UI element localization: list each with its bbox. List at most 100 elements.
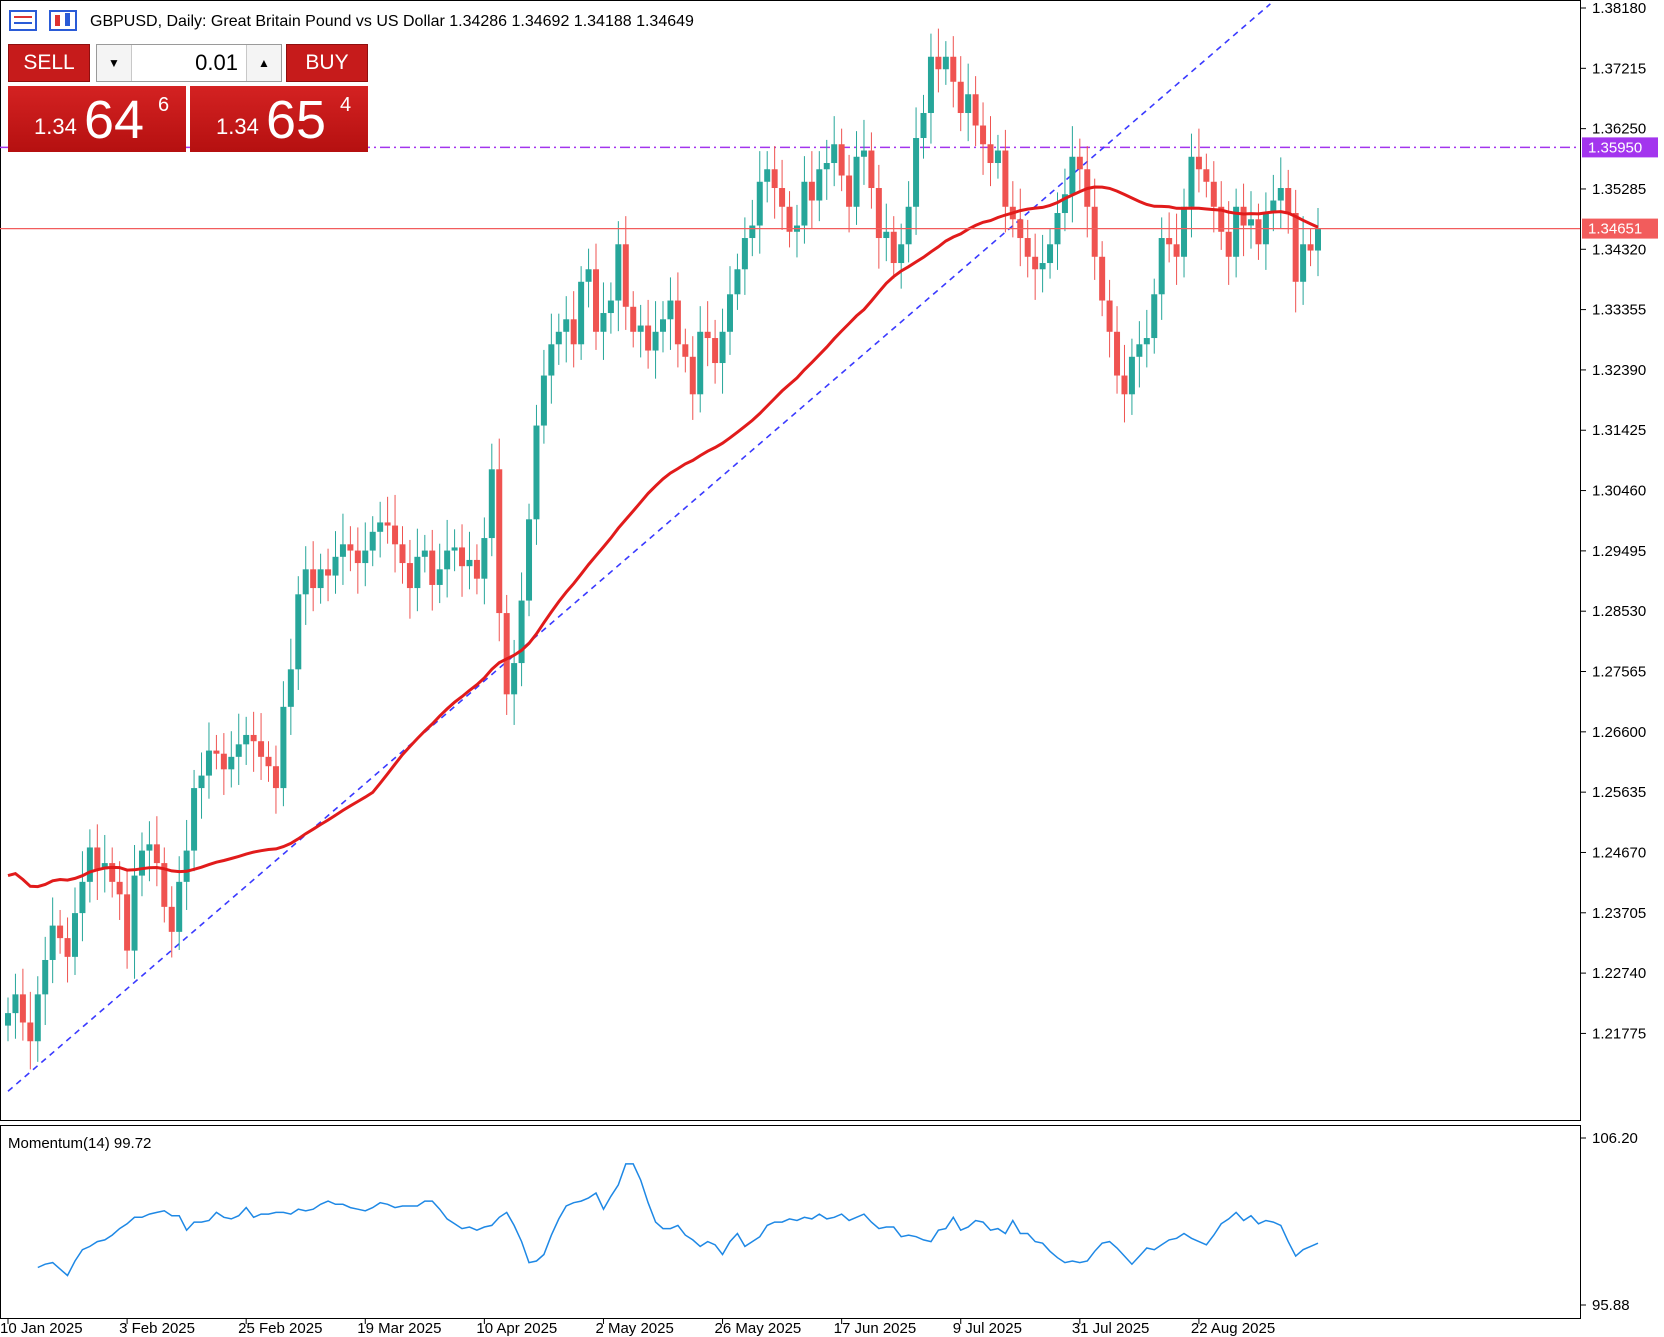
- symbol-list-icon-frame: [9, 10, 37, 31]
- candle-body: [972, 94, 979, 126]
- candle-body: [957, 81, 964, 114]
- candle-body: [555, 331, 562, 345]
- candle-body: [86, 847, 93, 882]
- candle-body: [927, 56, 934, 114]
- candle-body: [131, 875, 138, 951]
- resistance-label: 1.35950: [1588, 139, 1642, 156]
- candle-body: [1039, 263, 1046, 270]
- buy-quote[interactable]: 1.34 65 4: [190, 86, 368, 152]
- candle-body: [1091, 206, 1098, 257]
- candle-body: [823, 163, 830, 170]
- candle-body: [12, 994, 19, 1014]
- candle-body: [1285, 188, 1292, 214]
- candle-body: [325, 569, 332, 576]
- candle-body: [436, 569, 443, 585]
- sell-button[interactable]: SELL: [8, 44, 90, 82]
- momentum-y-tick-label: 95.88: [1592, 1297, 1630, 1314]
- candle-body: [786, 206, 793, 232]
- candle-body: [71, 913, 78, 957]
- x-axis-tick-label: 17 Jun 2025: [834, 1320, 917, 1337]
- candle-body: [19, 994, 26, 1023]
- candle-body: [116, 881, 123, 895]
- candle-body: [898, 244, 905, 264]
- y-axis-tick-label: 1.21775: [1592, 1025, 1646, 1042]
- candle-body: [860, 150, 867, 157]
- candle-body: [682, 344, 689, 357]
- candle-body: [57, 925, 64, 939]
- support-trend-line: [7, 3, 1271, 1092]
- y-axis-tick-label: 1.22740: [1592, 965, 1646, 982]
- candle-body: [1002, 150, 1009, 207]
- candle-body: [704, 331, 711, 339]
- candle-body: [920, 113, 927, 139]
- x-axis-tick-label: 19 Mar 2025: [357, 1320, 441, 1337]
- candle-body: [1106, 300, 1113, 332]
- buy-button[interactable]: BUY: [286, 44, 368, 82]
- chart-type-icon-bar: [55, 15, 60, 26]
- sell-quote-prefix: 1.34: [34, 114, 77, 139]
- candle-body: [220, 753, 227, 770]
- candle-body: [965, 94, 972, 114]
- current-price-label-box: [1582, 218, 1658, 239]
- candle-body: [1069, 156, 1076, 195]
- candle-body: [1188, 156, 1195, 207]
- candle-body: [578, 281, 585, 345]
- candle-body: [548, 344, 555, 376]
- candle-body: [771, 169, 778, 189]
- candle-body: [853, 156, 860, 207]
- candle-body: [34, 994, 41, 1042]
- candle-body: [831, 144, 838, 164]
- sell-quote[interactable]: 1.34 64 6: [8, 86, 186, 152]
- candle-body: [250, 734, 257, 742]
- candle-body: [310, 569, 317, 589]
- buy-quote-pips: 65: [266, 90, 327, 150]
- momentum-title: Momentum(14) 99.72: [8, 1135, 151, 1152]
- candle-body: [905, 206, 912, 245]
- chevron-down-icon[interactable]: ▼: [97, 45, 132, 81]
- candle-body: [741, 238, 748, 270]
- lot-size-stepper[interactable]: ▼ 0.01 ▲: [96, 44, 282, 82]
- candle-body: [1114, 331, 1121, 376]
- candle-body: [161, 863, 168, 907]
- candle-body: [1181, 206, 1188, 257]
- candle-body: [235, 744, 242, 757]
- candle-body: [1218, 206, 1225, 232]
- candle-body: [265, 756, 272, 767]
- candle-body: [1099, 256, 1106, 301]
- candle-body: [838, 144, 845, 176]
- chart-header-text: GBPUSD, Daily: Great Britain Pound vs US…: [90, 13, 694, 30]
- candle-body: [1203, 169, 1210, 182]
- candle-body: [414, 556, 421, 589]
- candle-body: [1032, 256, 1039, 270]
- y-axis-tick-label: 1.25635: [1592, 784, 1646, 801]
- candle-body: [950, 56, 957, 82]
- lot-size-input[interactable]: 0.01: [132, 45, 246, 81]
- candle-body: [473, 559, 480, 579]
- candle-body: [1121, 375, 1128, 395]
- candle-body: [1173, 244, 1180, 257]
- candle-body: [622, 244, 629, 307]
- candle-body: [153, 844, 160, 864]
- candle-body: [533, 425, 540, 520]
- x-axis-tick-label: 25 Feb 2025: [238, 1320, 322, 1337]
- y-axis-tick-label: 1.38180: [1592, 0, 1646, 17]
- candle-body: [511, 663, 518, 695]
- candle-body: [406, 563, 413, 589]
- candle-body: [354, 550, 361, 564]
- candle-body: [1233, 206, 1240, 257]
- candle-body: [630, 306, 637, 332]
- candle-body: [980, 125, 987, 145]
- candle-body: [1061, 194, 1068, 214]
- y-axis-tick-label: 1.35285: [1592, 181, 1646, 198]
- candle-body: [607, 300, 614, 314]
- buy-quote-prefix: 1.34: [216, 114, 259, 139]
- candle-body: [1210, 181, 1217, 207]
- candle-body: [258, 741, 265, 757]
- x-axis-tick-label: 31 Jul 2025: [1072, 1320, 1150, 1337]
- chevron-up-icon[interactable]: ▲: [246, 45, 281, 81]
- y-axis-tick-label: 1.26600: [1592, 724, 1646, 741]
- y-axis-tick-label: 1.24670: [1592, 844, 1646, 861]
- candle-body: [503, 613, 510, 695]
- x-axis-tick-label: 10 Jan 2025: [0, 1320, 83, 1337]
